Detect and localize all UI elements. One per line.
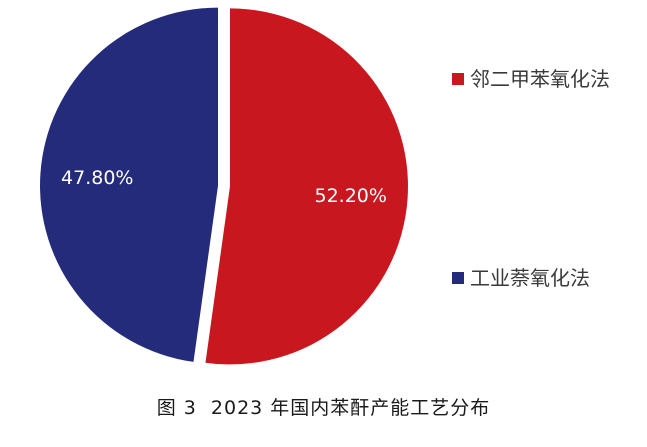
pie-slices	[40, 7, 408, 365]
pie-data-labels: 52.20% 47.80%	[61, 167, 387, 207]
data-label-2: 47.80%	[61, 167, 133, 189]
legend-swatch-2	[452, 272, 464, 284]
pie-slice-2	[40, 7, 219, 362]
legend-label-1: 邻二甲苯氧化法	[470, 67, 610, 91]
figure-caption: 图 3 2023 年国内苯酐产能工艺分布	[156, 397, 491, 419]
legend-label-2: 工业萘氧化法	[470, 266, 590, 290]
data-label-1: 52.20%	[315, 185, 387, 207]
pie-slice-1	[205, 8, 408, 365]
legend-swatch-1	[452, 73, 464, 85]
